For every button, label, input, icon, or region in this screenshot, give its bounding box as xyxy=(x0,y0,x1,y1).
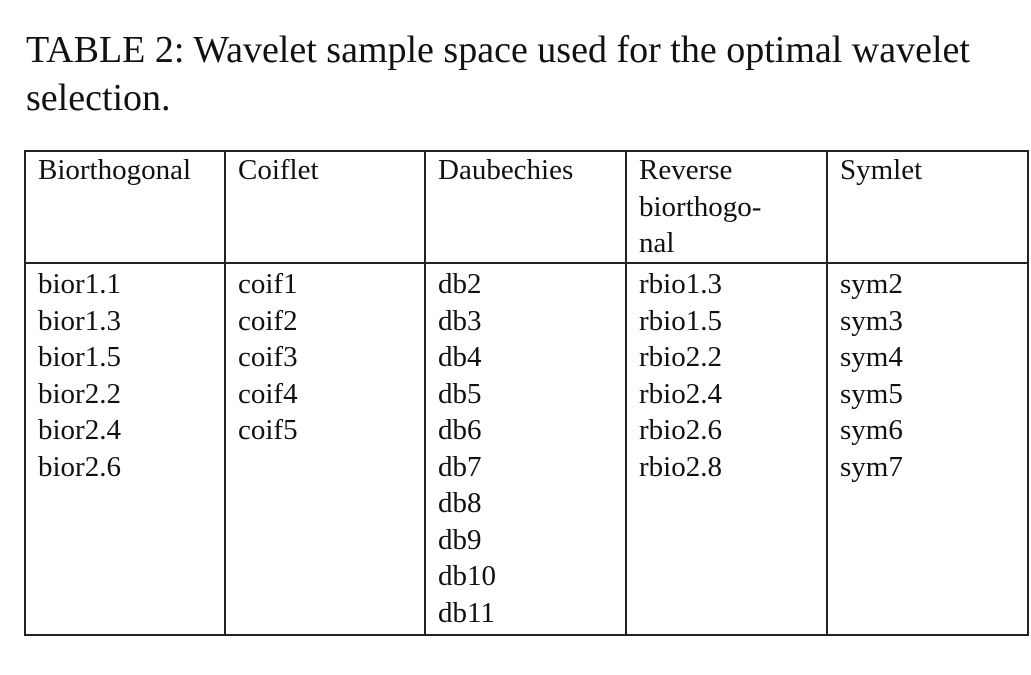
wavelet-name: sym2 xyxy=(840,268,903,300)
column-header-text: Biorthogonal xyxy=(38,154,192,186)
column-header-text: Symlet xyxy=(840,154,923,186)
column-cell: db2 db3 db4 db5 db6 db7 db8 db9 db10 db11 xyxy=(424,263,627,636)
wavelet-sample-space-table: Biorthogonal Coiflet Daubechies Reverse bior… xyxy=(24,150,1029,636)
wavelet-name: sym7 xyxy=(840,450,903,483)
wavelet-name: bior2.6 xyxy=(38,450,121,483)
wavelet-name: coif4 xyxy=(238,377,298,410)
wavelet-name: db4 xyxy=(438,341,482,373)
wavelet-list: db2 db3 db4 db5 db6 db7 db8 db9 db10 db11 xyxy=(438,266,625,631)
column-cell: sym2 sym3 sym4 sym5 sym6 sym7 xyxy=(826,263,1029,636)
wavelet-name: bior2.4 xyxy=(38,414,121,446)
table-caption: TABLE 2: Wavelet sample space used for t… xyxy=(26,29,970,119)
column-header-text: biorthogo- xyxy=(639,190,762,223)
wavelet-name: db10 xyxy=(438,560,496,592)
column-header: Coiflet xyxy=(224,150,426,264)
column-header-text: Coiflet xyxy=(238,154,319,186)
table-body-row: bior1.1 bior1.3 bior1.5 bior2.2 bior2.4 bior2… xyxy=(24,263,1029,636)
wavelet-name: coif3 xyxy=(238,341,298,373)
wavelet-name: coif5 xyxy=(238,414,298,446)
table-header-row: Biorthogonal Coiflet Daubechies Reverse bior… xyxy=(24,150,1029,264)
column-header: Daubechies xyxy=(424,150,627,264)
wavelet-name: db5 xyxy=(438,377,482,410)
wavelet-name: db9 xyxy=(438,523,482,556)
column-header-text: nal xyxy=(639,227,675,259)
wavelet-name: rbio2.2 xyxy=(639,341,722,373)
column-header-text: Daubechies xyxy=(438,154,574,186)
wavelet-name: rbio1.5 xyxy=(639,304,722,337)
wavelet-name: bior1.5 xyxy=(38,341,121,373)
wavelet-name: coif1 xyxy=(238,268,298,300)
wavelet-list: sym2 sym3 sym4 sym5 sym6 sym7 xyxy=(840,266,1027,485)
column-header: Biorthogonal xyxy=(24,150,226,264)
column-header: Symlet xyxy=(826,150,1029,264)
column-cell: rbio1.3 rbio1.5 rbio2.2 rbio2.4 rbio2.6 rbio2… xyxy=(625,263,828,636)
wavelet-name: rbio2.4 xyxy=(639,377,722,410)
wavelet-name: db3 xyxy=(438,304,482,337)
wavelet-name: bior1.1 xyxy=(38,268,121,300)
wavelet-name: rbio1.3 xyxy=(639,268,722,300)
wavelet-name: sym4 xyxy=(840,341,903,373)
wavelet-name: sym6 xyxy=(840,414,903,446)
wavelet-name: db2 xyxy=(438,268,482,300)
wavelet-name: sym3 xyxy=(840,304,903,337)
wavelet-name: rbio2.8 xyxy=(639,450,722,483)
column-cell: coif1 coif2 coif3 coif4 coif5 xyxy=(224,263,426,636)
column-header-text: Reverse xyxy=(639,154,733,186)
wavelet-name: db7 xyxy=(438,450,482,483)
wavelet-name: coif2 xyxy=(238,304,298,337)
wavelet-name: sym5 xyxy=(840,377,903,410)
column-header: Reverse biorthogo-nal xyxy=(625,150,828,264)
wavelet-name: rbio2.6 xyxy=(639,414,722,446)
wavelet-name: db6 xyxy=(438,414,482,446)
wavelet-list: coif1 coif2 coif3 coif4 coif5 xyxy=(238,266,424,449)
wavelet-list: bior1.1 bior1.3 bior1.5 bior2.2 bior2.4 bior2… xyxy=(38,266,224,485)
wavelet-name: db11 xyxy=(438,596,495,629)
wavelet-name: bior2.2 xyxy=(38,377,121,410)
wavelet-list: rbio1.3 rbio1.5 rbio2.2 rbio2.4 rbio2.6 rbio2… xyxy=(639,266,826,485)
wavelet-name: db8 xyxy=(438,487,482,519)
wavelet-name: bior1.3 xyxy=(38,304,121,337)
column-cell: bior1.1 bior1.3 bior1.5 bior2.2 bior2.4 bior2… xyxy=(24,263,226,636)
